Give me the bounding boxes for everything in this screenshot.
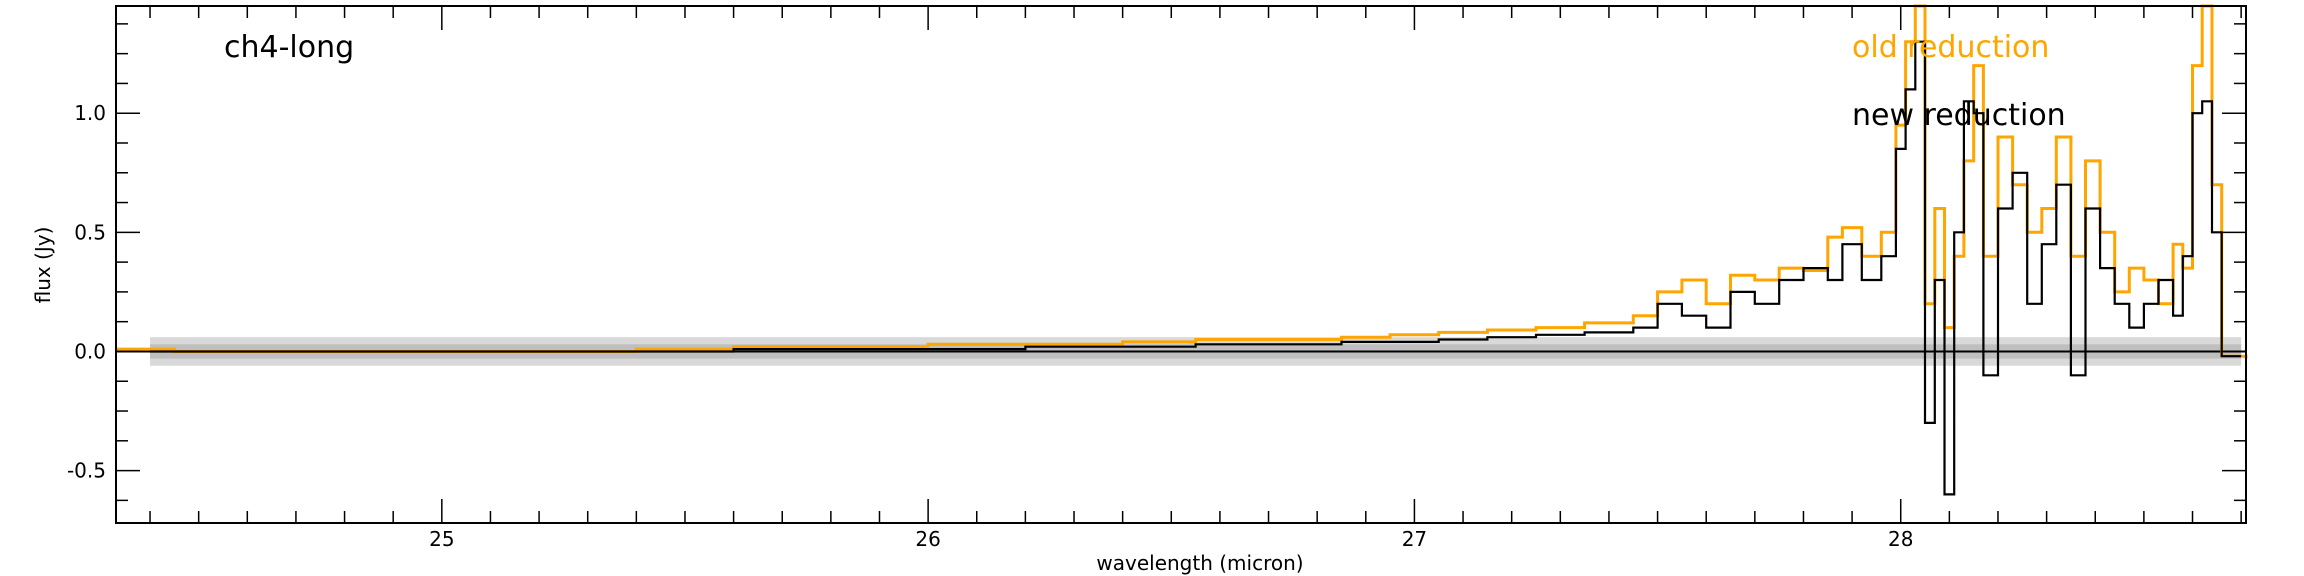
y-tick-label: 1.0	[74, 101, 106, 125]
plot-frame	[115, 5, 2247, 524]
y-tick-label: -0.5	[67, 459, 106, 483]
tick-labels: 25 26 27 28 -0.5 0.0 0.5 1.0	[67, 101, 1913, 551]
axis-ticks	[116, 6, 2246, 523]
x-tick-label: 28	[1888, 527, 1913, 551]
legend-old-reduction: old reduction	[1852, 30, 2049, 65]
x-tick-label: 27	[1402, 527, 1427, 551]
series-line-new-reduction	[150, 40, 2242, 496]
y-tick-label: 0.5	[74, 220, 106, 244]
series-group	[116, 4, 2248, 496]
y-axis-label: flux (Jy)	[31, 227, 55, 304]
legend-new-reduction: new reduction	[1852, 98, 2066, 133]
panel-annotation: ch4-long	[224, 30, 354, 65]
x-tick-label: 26	[915, 527, 940, 551]
y-tick-label: 0.0	[74, 339, 106, 363]
x-tick-label: 25	[429, 527, 454, 551]
x-axis-label: wavelength (micron)	[1096, 551, 1303, 575]
